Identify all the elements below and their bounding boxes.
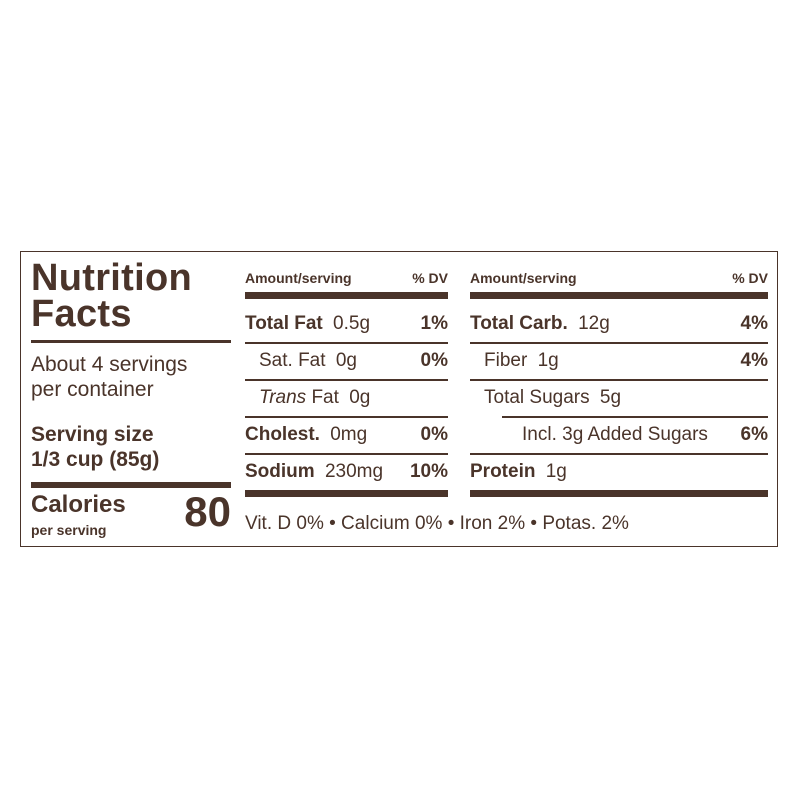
row-divider	[245, 453, 448, 455]
title-rule	[31, 340, 231, 343]
header-rule	[470, 292, 768, 299]
nutrient-row-trans-fat: Trans Fat 0g	[245, 386, 448, 410]
nutrient-name: Fat	[311, 387, 339, 408]
nutrient-name-italic: Trans	[259, 387, 307, 408]
nutrient-amount: 0.5g	[333, 313, 371, 334]
title-line-1: Nutrition	[31, 257, 192, 299]
nutrient-row-total-carb: Total Carb. 12g 4%	[470, 312, 768, 336]
row-divider	[470, 379, 768, 381]
calories-value: 80	[184, 488, 231, 535]
label-left-column: Nutrition Facts About 4 servings per con…	[31, 257, 231, 538]
nutrient-dv: 4%	[740, 313, 768, 334]
serving-size-label: Serving size	[31, 423, 154, 446]
nutrient-name: Cholest.	[245, 424, 320, 445]
nutrient-name: Fiber	[484, 350, 528, 371]
bottom-rule	[245, 490, 448, 497]
column-header-left: Amount/serving % DV	[245, 270, 448, 286]
servings-line-1: About 4 servings	[31, 353, 188, 376]
bottom-rule	[470, 490, 768, 497]
row-divider	[245, 342, 448, 344]
nutrient-amount: 0mg	[330, 424, 368, 445]
serving-size: Serving size 1/3 cup (85g)	[31, 422, 236, 472]
calories-sub: per serving	[31, 522, 107, 538]
nutrient-name: Sat. Fat	[259, 350, 326, 371]
nutrient-name: Total Carb.	[470, 313, 568, 334]
nutrient-amount: 1g	[537, 350, 559, 371]
vitamins-minerals: Vit. D 0% • Calcium 0% • Iron 2% • Potas…	[245, 513, 629, 534]
dv-header: % DV	[412, 270, 448, 286]
nutrient-dv: 1%	[420, 313, 448, 334]
nutrient-name: Total Sugars	[484, 387, 590, 408]
nutrient-row-total-fat: Total Fat 0.5g 1%	[245, 312, 448, 336]
nutrient-amount: 1g	[545, 461, 567, 482]
nutrient-dv: 10%	[409, 461, 448, 482]
nutrient-row-added-sugars: Incl. 3g Added Sugars 6%	[470, 423, 768, 447]
nutrition-facts-label: Nutrition Facts About 4 servings per con…	[20, 251, 778, 547]
nutrient-amount: 0g	[335, 350, 357, 371]
nutrient-name: Total Fat	[245, 313, 323, 334]
calories-label: Calories	[31, 491, 126, 518]
serving-size-value: 1/3 cup (85g)	[31, 448, 160, 471]
calories-rule	[31, 482, 231, 488]
nutrient-row-fiber: Fiber 1g 4%	[470, 349, 768, 373]
nutrient-row-protein: Protein 1g	[470, 460, 768, 484]
header-rule	[245, 292, 448, 299]
nutrient-row-sat-fat: Sat. Fat 0g 0%	[245, 349, 448, 373]
title-line-2: Facts	[31, 293, 132, 335]
servings-line-2: per container	[31, 378, 154, 401]
row-divider	[245, 416, 448, 418]
nutrient-row-cholest: Cholest. 0mg 0%	[245, 423, 448, 447]
nutrient-amount: 12g	[578, 313, 610, 334]
column-header-right: Amount/serving % DV	[470, 270, 768, 286]
dv-header: % DV	[732, 270, 768, 286]
amount-header: Amount/serving	[245, 270, 352, 286]
nutrient-amount: 230mg	[324, 461, 384, 482]
row-divider	[245, 379, 448, 381]
nutrient-name: Protein	[470, 461, 536, 482]
nutrient-row-total-sugars: Total Sugars 5g	[470, 386, 768, 410]
amount-header: Amount/serving	[470, 270, 577, 286]
nutrient-dv: 6%	[740, 424, 768, 445]
nutrient-amount: 0g	[349, 387, 371, 408]
nutrient-dv: 4%	[740, 350, 768, 371]
row-divider	[470, 342, 768, 344]
nutrient-row-sodium: Sodium 230mg 10%	[245, 460, 448, 484]
nutrient-name: Sodium	[245, 461, 315, 482]
servings-per-container: About 4 servings per container	[31, 352, 236, 402]
nutrient-dv: 0%	[420, 350, 448, 371]
nutrient-dv: 0%	[420, 424, 448, 445]
row-divider	[502, 416, 768, 418]
row-divider	[470, 453, 768, 455]
nutrient-name: Incl. 3g Added Sugars	[522, 424, 708, 445]
nutrient-amount: 5g	[599, 387, 622, 408]
